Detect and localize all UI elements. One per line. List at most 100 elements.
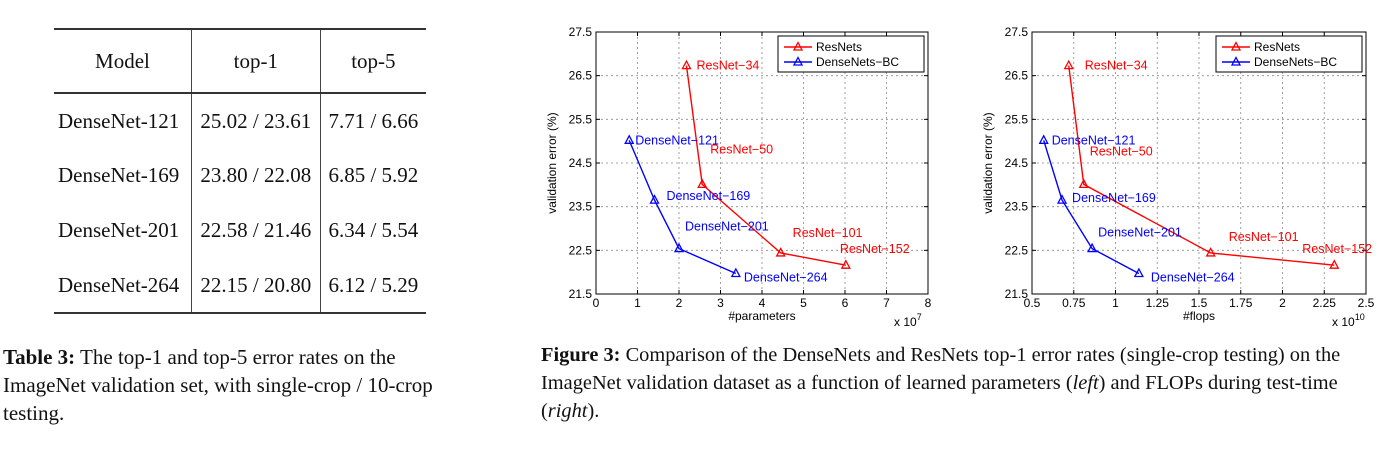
- x-tick-label: 7: [883, 296, 890, 310]
- series-line-resnets: [685, 65, 846, 266]
- y-tick-label: 25.5: [1005, 112, 1029, 126]
- data-point-label: ResNet−152: [840, 242, 910, 256]
- data-point-marker: [1205, 247, 1216, 257]
- chart-flops: 0.5 0.75 1 1.25 1.5 1.75 2 2.25 2.5 21.5 22.5 23.5 2…: [980, 18, 1382, 338]
- column-header-top1: top-1: [191, 28, 321, 94]
- chart-params-svg: 0 1 2 3 4 5 6 7 821.522.523.524.525.526.527.5#pa…: [545, 25, 932, 329]
- data-point-label: ResNet−34: [696, 59, 759, 73]
- figure-caption-text-middle: ) and FLOPs during test-time (: [541, 372, 1338, 422]
- cell-top1: 22.58 / 21.46: [191, 203, 321, 258]
- x-tick-label: 1.5: [1191, 296, 1208, 310]
- y-tick-label: 21.5: [1005, 287, 1029, 301]
- legend-entry: ResNets: [1254, 40, 1300, 54]
- data-point-marker: [840, 259, 851, 269]
- data-point-label: DenseNet−201: [685, 220, 769, 234]
- data-point-marker: [1038, 134, 1049, 144]
- legend-box: [777, 35, 925, 73]
- table-row: DenseNet-201 22.58 / 21.46 6.34 / 5.54: [54, 203, 426, 258]
- table-caption-label: Table 3:: [3, 345, 76, 369]
- cell-model: DenseNet-201: [54, 203, 192, 258]
- x-tick-label: 2: [676, 296, 683, 310]
- x-multiplier-base: x 10: [1332, 315, 1355, 329]
- data-point-label: ResNet−152: [1302, 242, 1372, 256]
- legend-marker: [792, 56, 804, 66]
- x-tick-label: 2.25: [1313, 296, 1337, 310]
- y-tick-label: 22.5: [569, 243, 593, 257]
- figure-caption: Figure 3: Comparison of the DenseNets an…: [541, 341, 1381, 425]
- legend-marker: [1230, 56, 1242, 66]
- table-caption-text: The top-1 and top-5 error rates on the I…: [3, 345, 433, 425]
- table-header-row: Model top-1 top-5: [54, 28, 426, 94]
- x-tick-label: 1: [634, 296, 641, 310]
- data-point-label: DenseNet−264: [744, 270, 828, 284]
- x-tick-label: 5: [800, 296, 807, 310]
- x-tick-label: 1.75: [1229, 296, 1253, 310]
- y-tick-label: 22.5: [1005, 243, 1029, 257]
- cell-top5: 6.34 / 5.54: [328, 218, 419, 242]
- figure-caption-italic-right: right: [547, 400, 588, 422]
- data-point-marker: [681, 59, 692, 70]
- data-point-marker: [1133, 267, 1144, 278]
- data-point-marker: [624, 134, 635, 144]
- data-point-marker: [775, 247, 786, 257]
- cell-top5: 6.85 / 5.92: [328, 163, 419, 187]
- data-point-marker: [697, 178, 708, 189]
- table-row: DenseNet-121 25.02 / 23.61 7.71 / 6.66: [54, 93, 426, 148]
- data-point-label: ResNet−34: [1085, 59, 1148, 73]
- x-axis-label: #flops: [1183, 309, 1215, 323]
- x-tick-label: 1.25: [1146, 296, 1170, 310]
- cell-model: DenseNet-264: [54, 258, 192, 314]
- y-tick-label: 25.5: [569, 112, 593, 126]
- data-point-marker: [649, 194, 660, 204]
- y-tick-label: 27.5: [1005, 25, 1029, 39]
- cell-top1: 23.80 / 22.08: [191, 148, 321, 203]
- data-point-marker: [730, 267, 741, 278]
- figure-caption-label: Figure 3:: [541, 344, 621, 366]
- x-tick-label: 3: [717, 296, 724, 310]
- x-multiplier-label: x 1010: [1332, 312, 1365, 329]
- data-point-label: DenseNet−169: [1072, 191, 1156, 205]
- column-header-model: Model: [54, 28, 192, 94]
- figure-caption-text-after: ).: [587, 400, 600, 422]
- data-point-label: DenseNet−121: [635, 133, 719, 147]
- data-point-label: DenseNet−201: [1098, 226, 1182, 240]
- legend-entry: DenseNets−BC: [1254, 55, 1337, 69]
- data-point-label: ResNet−50: [1090, 144, 1153, 158]
- x-multiplier-label: x 107: [894, 312, 922, 329]
- x-tick-label: 4: [759, 296, 766, 310]
- x-multiplier-exponent: 7: [917, 312, 922, 322]
- data-point-label: ResNet−50: [710, 142, 773, 156]
- series-line-resnets: [1068, 65, 1335, 266]
- data-point-marker: [1063, 59, 1074, 70]
- data-point-marker: [1078, 178, 1089, 189]
- figure-caption-text-before: Comparison of the DenseNets and ResNets …: [541, 344, 1341, 394]
- data-point-marker: [1056, 194, 1068, 204]
- legend-marker: [1230, 41, 1242, 51]
- cell-model: DenseNet-121: [54, 93, 192, 148]
- data-point-label: ResNet−101: [1229, 230, 1299, 244]
- data-point-label: DenseNet−264: [1151, 270, 1235, 284]
- y-tick-label: 23.5: [569, 200, 593, 214]
- series-line-densenets: [1043, 140, 1140, 275]
- x-tick-label: 2.5: [1358, 296, 1375, 310]
- legend-entry: ResNets: [816, 40, 862, 54]
- series-line-densenets: [628, 140, 737, 275]
- data-point-marker: [1087, 242, 1098, 253]
- table-caption: Table 3: The top-1 and top-5 error rates…: [3, 343, 481, 427]
- legend-marker: [792, 41, 804, 51]
- results-table: Model top-1 top-5 DenseNet-121 25.02 / 2…: [54, 28, 426, 314]
- x-tick-label: 6: [842, 296, 849, 310]
- cell-top5: 7.71 / 6.66: [328, 108, 419, 133]
- cell-top1: 25.02 / 23.61: [191, 93, 321, 148]
- y-tick-label: 24.5: [1005, 156, 1029, 170]
- cell-top5: 6.12 / 5.29: [320, 258, 426, 314]
- data-point-marker: [1329, 259, 1340, 269]
- y-axis-label: validation error (%): [545, 112, 559, 213]
- x-tick-label: 0.5: [1024, 296, 1041, 310]
- y-tick-label: 26.5: [569, 69, 593, 83]
- x-tick-label: 1: [1112, 296, 1119, 310]
- x-axis-label: #parameters: [728, 309, 795, 323]
- y-tick-label: 23.5: [1005, 200, 1029, 214]
- x-tick-label: 2: [1279, 296, 1286, 310]
- data-point-label: DenseNet−121: [1052, 133, 1136, 147]
